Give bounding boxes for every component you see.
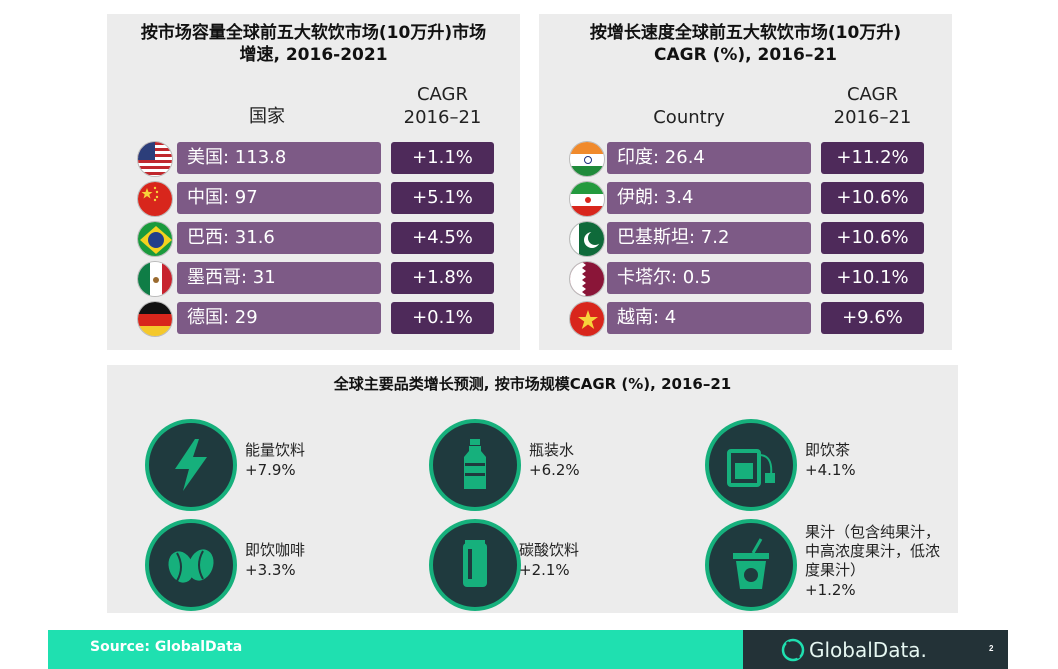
mexico-flag-icon: [137, 261, 173, 297]
market-label: 墨西哥: 31: [177, 262, 381, 294]
market-row: 卡塔尔: 0.5 +10.1%: [539, 261, 952, 297]
bottle-icon: [429, 419, 521, 511]
soda-can-icon: [429, 519, 521, 611]
market-cagr: +1.1%: [391, 142, 494, 174]
market-label: 巴基斯坦: 7.2: [607, 222, 811, 254]
market-cagr: +1.8%: [391, 262, 494, 294]
source-text: Source: GlobalData: [90, 639, 243, 655]
category-value: +6.2%: [529, 461, 580, 479]
vietnam-flag-icon: [569, 301, 605, 337]
footer-source-bar: Source: GlobalData: [48, 630, 743, 669]
qatar-flag-icon: [569, 261, 605, 297]
market-cagr: +10.6%: [821, 222, 924, 254]
market-cagr: +10.6%: [821, 182, 924, 214]
category-energy-drinks: 能量饮料 +7.9%: [145, 419, 395, 515]
market-cagr: +5.1%: [391, 182, 494, 214]
top-markets-by-volume-panel: 按市场容量全球前五大软饮市场(10万升)市场 增速, 2016-2021 国家 …: [107, 14, 520, 350]
lightning-icon: [145, 419, 237, 511]
pakistan-flag-icon: [569, 221, 605, 257]
market-row: 巴基斯坦: 7.2 +10.6%: [539, 221, 952, 257]
market-label: 卡塔尔: 0.5: [607, 262, 811, 294]
coffee-beans-icon: [145, 519, 237, 611]
market-cagr: +9.6%: [821, 302, 924, 334]
category-value: +1.2%: [805, 581, 856, 599]
page-number: 2: [989, 644, 994, 653]
panel-title-line1: 按增长速度全球前五大软饮市场(10万升): [589, 23, 902, 43]
panel-title-line2: 增速, 2016-2021: [239, 45, 388, 65]
category-label: 碳酸饮料: [519, 541, 580, 559]
market-row: 德国: 29 +0.1%: [107, 301, 520, 337]
cagr-column-header: CAGR: [416, 84, 469, 105]
tea-cup-icon: [705, 419, 797, 511]
category-value: +7.9%: [245, 461, 296, 479]
country-column-header: Country: [653, 107, 725, 128]
category-value: +3.3%: [245, 561, 296, 579]
china-flag-icon: [137, 181, 173, 217]
category-bottled-water: 瓶装水 +6.2%: [429, 419, 679, 515]
market-cagr: +10.1%: [821, 262, 924, 294]
category-value: +2.1%: [519, 561, 570, 579]
category-value: +4.1%: [805, 461, 856, 479]
market-label: 巴西: 31.6: [177, 222, 381, 254]
market-label: 德国: 29: [177, 302, 381, 334]
usa-flag-icon: [137, 141, 173, 177]
panel-title: 全球主要品类增长预测, 按市场规模CAGR (%), 2016–21: [333, 375, 732, 393]
market-label: 越南: 4: [607, 302, 811, 334]
panel-title-line2: CAGR (%), 2016–21: [653, 45, 837, 65]
category-carbonated-drinks: 碳酸饮料 +2.1%: [429, 519, 679, 615]
category-label: 即饮茶: [805, 441, 851, 459]
country-column-header: 国家: [249, 106, 285, 127]
market-label: 美国: 113.8: [177, 142, 381, 174]
market-row: 巴西: 31.6 +4.5%: [107, 221, 520, 257]
germany-flag-icon: [137, 301, 173, 337]
brand-name: GlobalData.: [809, 638, 927, 662]
market-row: 印度: 26.4 +11.2%: [539, 141, 952, 177]
category-label: 能量饮料: [245, 441, 306, 459]
juice-cup-icon: [705, 519, 797, 611]
footer-brand-bar: GlobalData. 2: [743, 630, 1008, 669]
market-cagr: +4.5%: [391, 222, 494, 254]
india-flag-icon: [569, 141, 605, 177]
market-label: 中国: 97: [177, 182, 381, 214]
market-cagr: +0.1%: [391, 302, 494, 334]
cagr-period-header: 2016–21: [403, 107, 482, 128]
market-row: 伊朗: 3.4 +10.6%: [539, 181, 952, 217]
market-label: 伊朗: 3.4: [607, 182, 811, 214]
market-row: 墨西哥: 31 +1.8%: [107, 261, 520, 297]
category-rtd-tea: 即饮茶 +4.1%: [705, 419, 955, 515]
category-growth-panel: 全球主要品类增长预测, 按市场规模CAGR (%), 2016–21 能量饮料 …: [107, 365, 958, 613]
category-label: 即饮咖啡: [245, 541, 306, 559]
category-rtd-coffee: 即饮咖啡 +3.3%: [145, 519, 395, 615]
market-label: 印度: 26.4: [607, 142, 811, 174]
cagr-period-header: 2016–21: [833, 107, 912, 128]
category-juice: 果汁（包含纯果汁， 中高浓度果汁，低浓 度果汁） +1.2%: [705, 519, 955, 615]
brazil-flag-icon: [137, 221, 173, 257]
globaldata-logo-icon: [781, 638, 805, 662]
market-row: 中国: 97 +5.1%: [107, 181, 520, 217]
iran-flag-icon: [569, 181, 605, 217]
market-row: 越南: 4 +9.6%: [539, 301, 952, 337]
market-row: 美国: 113.8 +1.1%: [107, 141, 520, 177]
footer: Source: GlobalData GlobalData. 2: [48, 630, 1008, 669]
category-label: 果汁（包含纯果汁， 中高浓度果汁，低浓 度果汁）: [805, 523, 941, 579]
cagr-column-header: CAGR: [846, 84, 899, 105]
category-label: 瓶装水: [529, 441, 575, 459]
panel-title-line1: 按市场容量全球前五大软饮市场(10万升)市场: [140, 23, 487, 43]
market-cagr: +11.2%: [821, 142, 924, 174]
top-markets-by-growth-panel: 按增长速度全球前五大软饮市场(10万升) CAGR (%), 2016–21 C…: [539, 14, 952, 350]
